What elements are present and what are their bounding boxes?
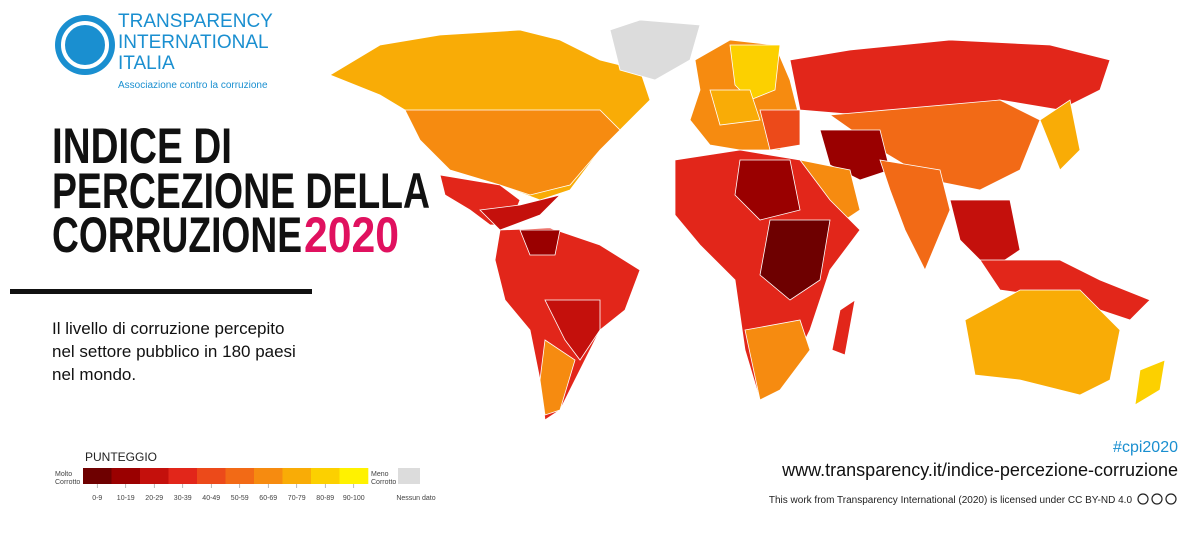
legend-swatch (339, 468, 369, 484)
legend-no-data-label: Nessun dato (396, 495, 435, 502)
legend: PUNTEGGIO Molto Corrotto Meno Corrotto N… (55, 450, 436, 502)
legend-bin-label: 0-9 (92, 495, 102, 502)
legend-no-data-swatch (398, 468, 420, 484)
legend-swatch (83, 468, 112, 484)
subtitle: nel mondo. (52, 365, 136, 384)
hashtag: #cpi2020 (1113, 439, 1178, 456)
title: PERCEZIONE DELLA (52, 163, 430, 219)
cc-icons (1137, 493, 1177, 505)
legend-bin-label: 10-19 (117, 495, 135, 502)
legend-bin-label: 40-49 (202, 495, 220, 502)
logo-text: TRANSPARENCY (118, 11, 273, 32)
legend-low: Corrotto (55, 479, 80, 486)
legend-bin-label: 50-59 (231, 495, 249, 502)
legend-swatch (168, 468, 198, 484)
license: This work from Transparency Internationa… (769, 495, 1133, 506)
divider (10, 289, 312, 294)
legend-high: Corrotto (371, 479, 396, 486)
legend-high: Meno (371, 471, 389, 478)
legend-bin-label: 20-29 (145, 495, 163, 502)
title: INDICE DI (52, 118, 232, 174)
subtitle: Il livello di corruzione percepito (52, 319, 284, 338)
legend-bin-label: 80-89 (316, 495, 334, 502)
legend-bin-label: 70-79 (288, 495, 306, 502)
legend-bin-label: 60-69 (259, 495, 277, 502)
legend-title: PUNTEGGIO (85, 450, 157, 464)
logo-text: ITALIA (118, 53, 175, 74)
subtitle: nel settore pubblico in 180 paesi (52, 342, 296, 361)
legend-swatch (254, 468, 283, 484)
legend-swatch (197, 468, 226, 484)
title: CORRUZIONE (52, 207, 302, 263)
legend-swatch (111, 468, 141, 484)
logo: TRANSPARENCY INTERNATIONAL ITALIA Associ… (55, 11, 273, 91)
legend-swatch (225, 468, 255, 484)
legend-swatch (140, 468, 169, 484)
logo-tagline: Associazione contro la corruzione (118, 80, 268, 91)
url: www.transparency.it/indice-percezione-co… (781, 460, 1178, 480)
legend-low: Molto (55, 471, 72, 478)
legend-swatch (311, 468, 340, 484)
title-year: 2020 (304, 207, 399, 263)
world-map (329, 19, 1166, 421)
logo-text: INTERNATIONAL (118, 32, 269, 53)
legend-bin-label: 30-39 (174, 495, 192, 502)
legend-bin-label: 90-100 (343, 495, 365, 502)
legend-swatch (282, 468, 312, 484)
